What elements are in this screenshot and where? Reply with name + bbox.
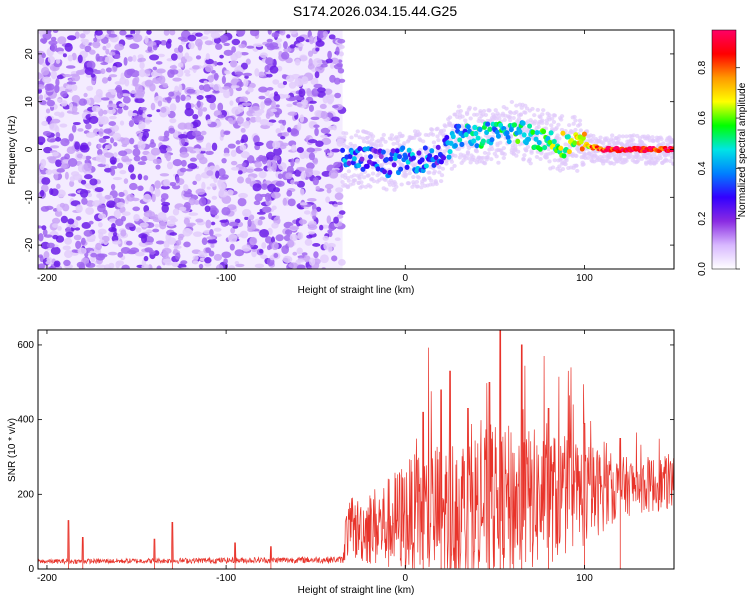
snr-panel: -200 -100 0 100 0 200 400 600 Height of straig… [7, 329, 675, 596]
snr-y-ticks: 0 200 400 600 [17, 340, 674, 575]
y-tick-label: 600 [17, 340, 34, 351]
snr-x-axis-label: Height of straight line (km) [298, 585, 415, 596]
noise-speckle [38, 30, 347, 269]
colorbar-label: Normalized spectral amplitude [737, 82, 748, 217]
y-tick-label: 400 [17, 415, 34, 426]
colorbar-tick-label: 0.6 [697, 111, 708, 125]
y-tick-label: 0 [24, 146, 35, 152]
colorbar-tick-label: 0.2 [697, 211, 708, 225]
colorbar-tick-label: 0.4 [697, 161, 708, 175]
x-tick-label: -100 [216, 573, 236, 584]
x-tick-label: 100 [576, 273, 593, 284]
spectrogram-image [38, 30, 674, 269]
spectrogram-x-axis-label: Height of straight line (km) [298, 285, 415, 296]
x-tick-label: 0 [402, 273, 408, 284]
spectrogram-x-ticks: -200 -100 0 100 [37, 30, 593, 284]
y-tick-label: 10 [24, 96, 35, 108]
colorbar-tick-label: 0.0 [697, 262, 708, 276]
y-tick-label: 20 [24, 48, 35, 60]
x-tick-label: 100 [576, 573, 593, 584]
snr-x-ticks: -200 -100 0 100 [37, 330, 593, 584]
spectrogram-y-ticks: -20 -10 0 10 20 [24, 48, 674, 252]
colorbar-ticks: 0.0 0.2 0.4 0.6 0.8 [697, 60, 740, 276]
x-tick-label: -100 [216, 273, 236, 284]
signal-track [340, 99, 674, 192]
colorbar-tick-label: 0.8 [697, 60, 708, 74]
x-tick-label: -200 [37, 273, 57, 284]
snr-y-axis-label: SNR (10 * v/v) [7, 418, 18, 482]
chart-title: S174.2026.034.15.44.G25 [292, 3, 458, 19]
y-tick-label: -10 [24, 190, 35, 205]
snr-plot-area [38, 330, 674, 569]
spectrogram-y-axis-label: Frequency (Hz) [7, 116, 18, 185]
snr-series-line [38, 330, 674, 569]
snr-frame [37, 329, 675, 570]
colorbar: 0.0 0.2 0.4 0.6 0.8 Normalized spectral ampl… [697, 29, 748, 276]
x-tick-label: -200 [37, 573, 57, 584]
colorbar-scale [711, 29, 737, 270]
y-tick-label: -20 [24, 237, 35, 252]
y-tick-label: 0 [28, 564, 34, 575]
y-tick-label: 200 [17, 489, 34, 500]
x-tick-label: 0 [402, 573, 408, 584]
